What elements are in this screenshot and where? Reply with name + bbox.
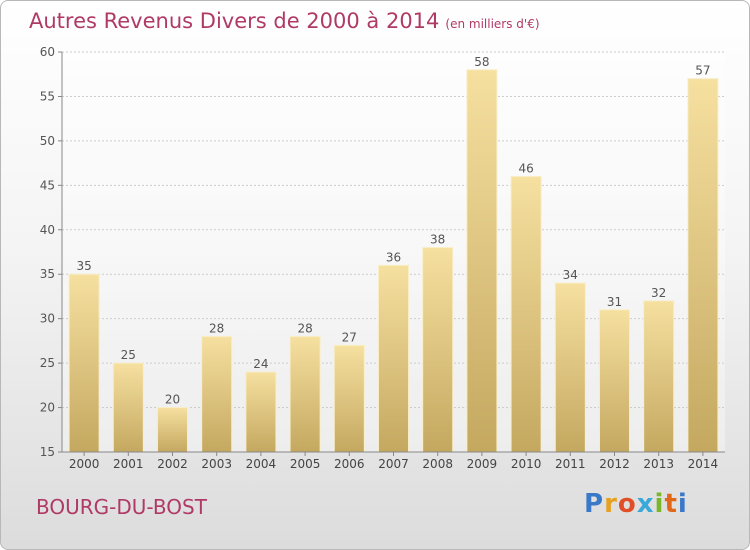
data-label-2013: 32 — [651, 286, 666, 300]
bars: 35 25 20 28 24 28 27 36 38 58 46 34 31 32 57 — [68, 55, 719, 453]
chart-title-text: Autres Revenus Divers de 2000 à 2014 — [29, 9, 440, 33]
x-tick-label-2007: 2007 — [378, 457, 409, 471]
bar-2009 — [466, 69, 498, 453]
data-label-2008: 38 — [430, 233, 445, 247]
data-label-2004: 24 — [253, 357, 268, 371]
logo-letter: i — [654, 489, 665, 519]
data-label-2000: 35 — [76, 259, 91, 273]
data-label-2009: 58 — [474, 55, 489, 69]
x-tick-label-2000: 2000 — [69, 457, 100, 471]
bar-2001 — [112, 362, 144, 453]
data-label-2006: 27 — [342, 330, 357, 344]
bar-2006 — [333, 344, 365, 453]
bar-2004 — [245, 371, 277, 453]
logo-letter: o — [617, 489, 637, 519]
x-tick-label-2012: 2012 — [599, 457, 630, 471]
data-label-2003: 28 — [209, 321, 224, 335]
x-tick-label-2002: 2002 — [157, 457, 188, 471]
bar-2011 — [554, 282, 586, 453]
x-tick-label-2008: 2008 — [422, 457, 453, 471]
bar-2000 — [68, 273, 100, 453]
bar-2007 — [377, 264, 410, 453]
bar-2012 — [598, 309, 631, 453]
x-tick-label-2013: 2013 — [643, 457, 674, 471]
x-tick-label-2010: 2010 — [511, 457, 542, 471]
bar-2003 — [201, 335, 233, 453]
bar-2005 — [289, 335, 321, 453]
x-tick-label-2005: 2005 — [290, 457, 321, 471]
bar-2014 — [687, 78, 719, 453]
logo-letter: x — [636, 489, 655, 519]
bar-2002 — [156, 407, 189, 453]
y-tick-label: 20 — [40, 401, 55, 415]
data-label-2001: 25 — [121, 348, 136, 362]
x-tick-label-2011: 2011 — [555, 457, 586, 471]
data-label-2014: 57 — [695, 64, 710, 78]
bar-2010 — [510, 175, 542, 453]
data-label-2012: 31 — [607, 295, 622, 309]
data-label-2007: 36 — [386, 250, 401, 264]
logo-letter: r — [604, 489, 618, 519]
bar-2013 — [643, 300, 675, 453]
commune-name: BOURG-DU-BOST — [36, 495, 207, 519]
data-label-2011: 34 — [563, 268, 578, 282]
y-tick-label: 35 — [40, 267, 55, 281]
y-tick-label: 55 — [40, 89, 55, 103]
x-tick-label-2006: 2006 — [334, 457, 365, 471]
y-tick-label: 40 — [40, 223, 55, 237]
bar-2008 — [422, 247, 454, 453]
logo-letter: i — [677, 489, 688, 519]
y-tick-label: 45 — [40, 178, 55, 192]
logo-letter: P — [584, 489, 605, 519]
x-tick-label-2004: 2004 — [246, 457, 277, 471]
data-label-2010: 46 — [518, 161, 533, 175]
y-tick-label: 60 — [40, 45, 55, 59]
chart-title: Autres Revenus Divers de 2000 à 2014 (en … — [29, 9, 540, 33]
proxiti-logo: Proxiti — [584, 489, 688, 519]
x-tick-label-2001: 2001 — [113, 457, 144, 471]
x-tick-label-2014: 2014 — [688, 457, 719, 471]
axes: 15 20 25 30 35 40 45 50 55 60 2000 2001 2002 2003 2004… — [40, 45, 725, 471]
data-label-2002: 20 — [165, 393, 180, 407]
logo-letter: t — [664, 489, 678, 519]
chart-subtitle: (en milliers d'€) — [445, 17, 540, 31]
data-label-2005: 28 — [297, 321, 312, 335]
x-tick-label-2003: 2003 — [201, 457, 232, 471]
y-tick-label: 50 — [40, 134, 55, 148]
x-tick-label-2009: 2009 — [467, 457, 498, 471]
y-tick-label: 30 — [40, 312, 55, 326]
y-tick-label: 25 — [40, 356, 55, 370]
y-tick-label: 15 — [40, 445, 55, 459]
